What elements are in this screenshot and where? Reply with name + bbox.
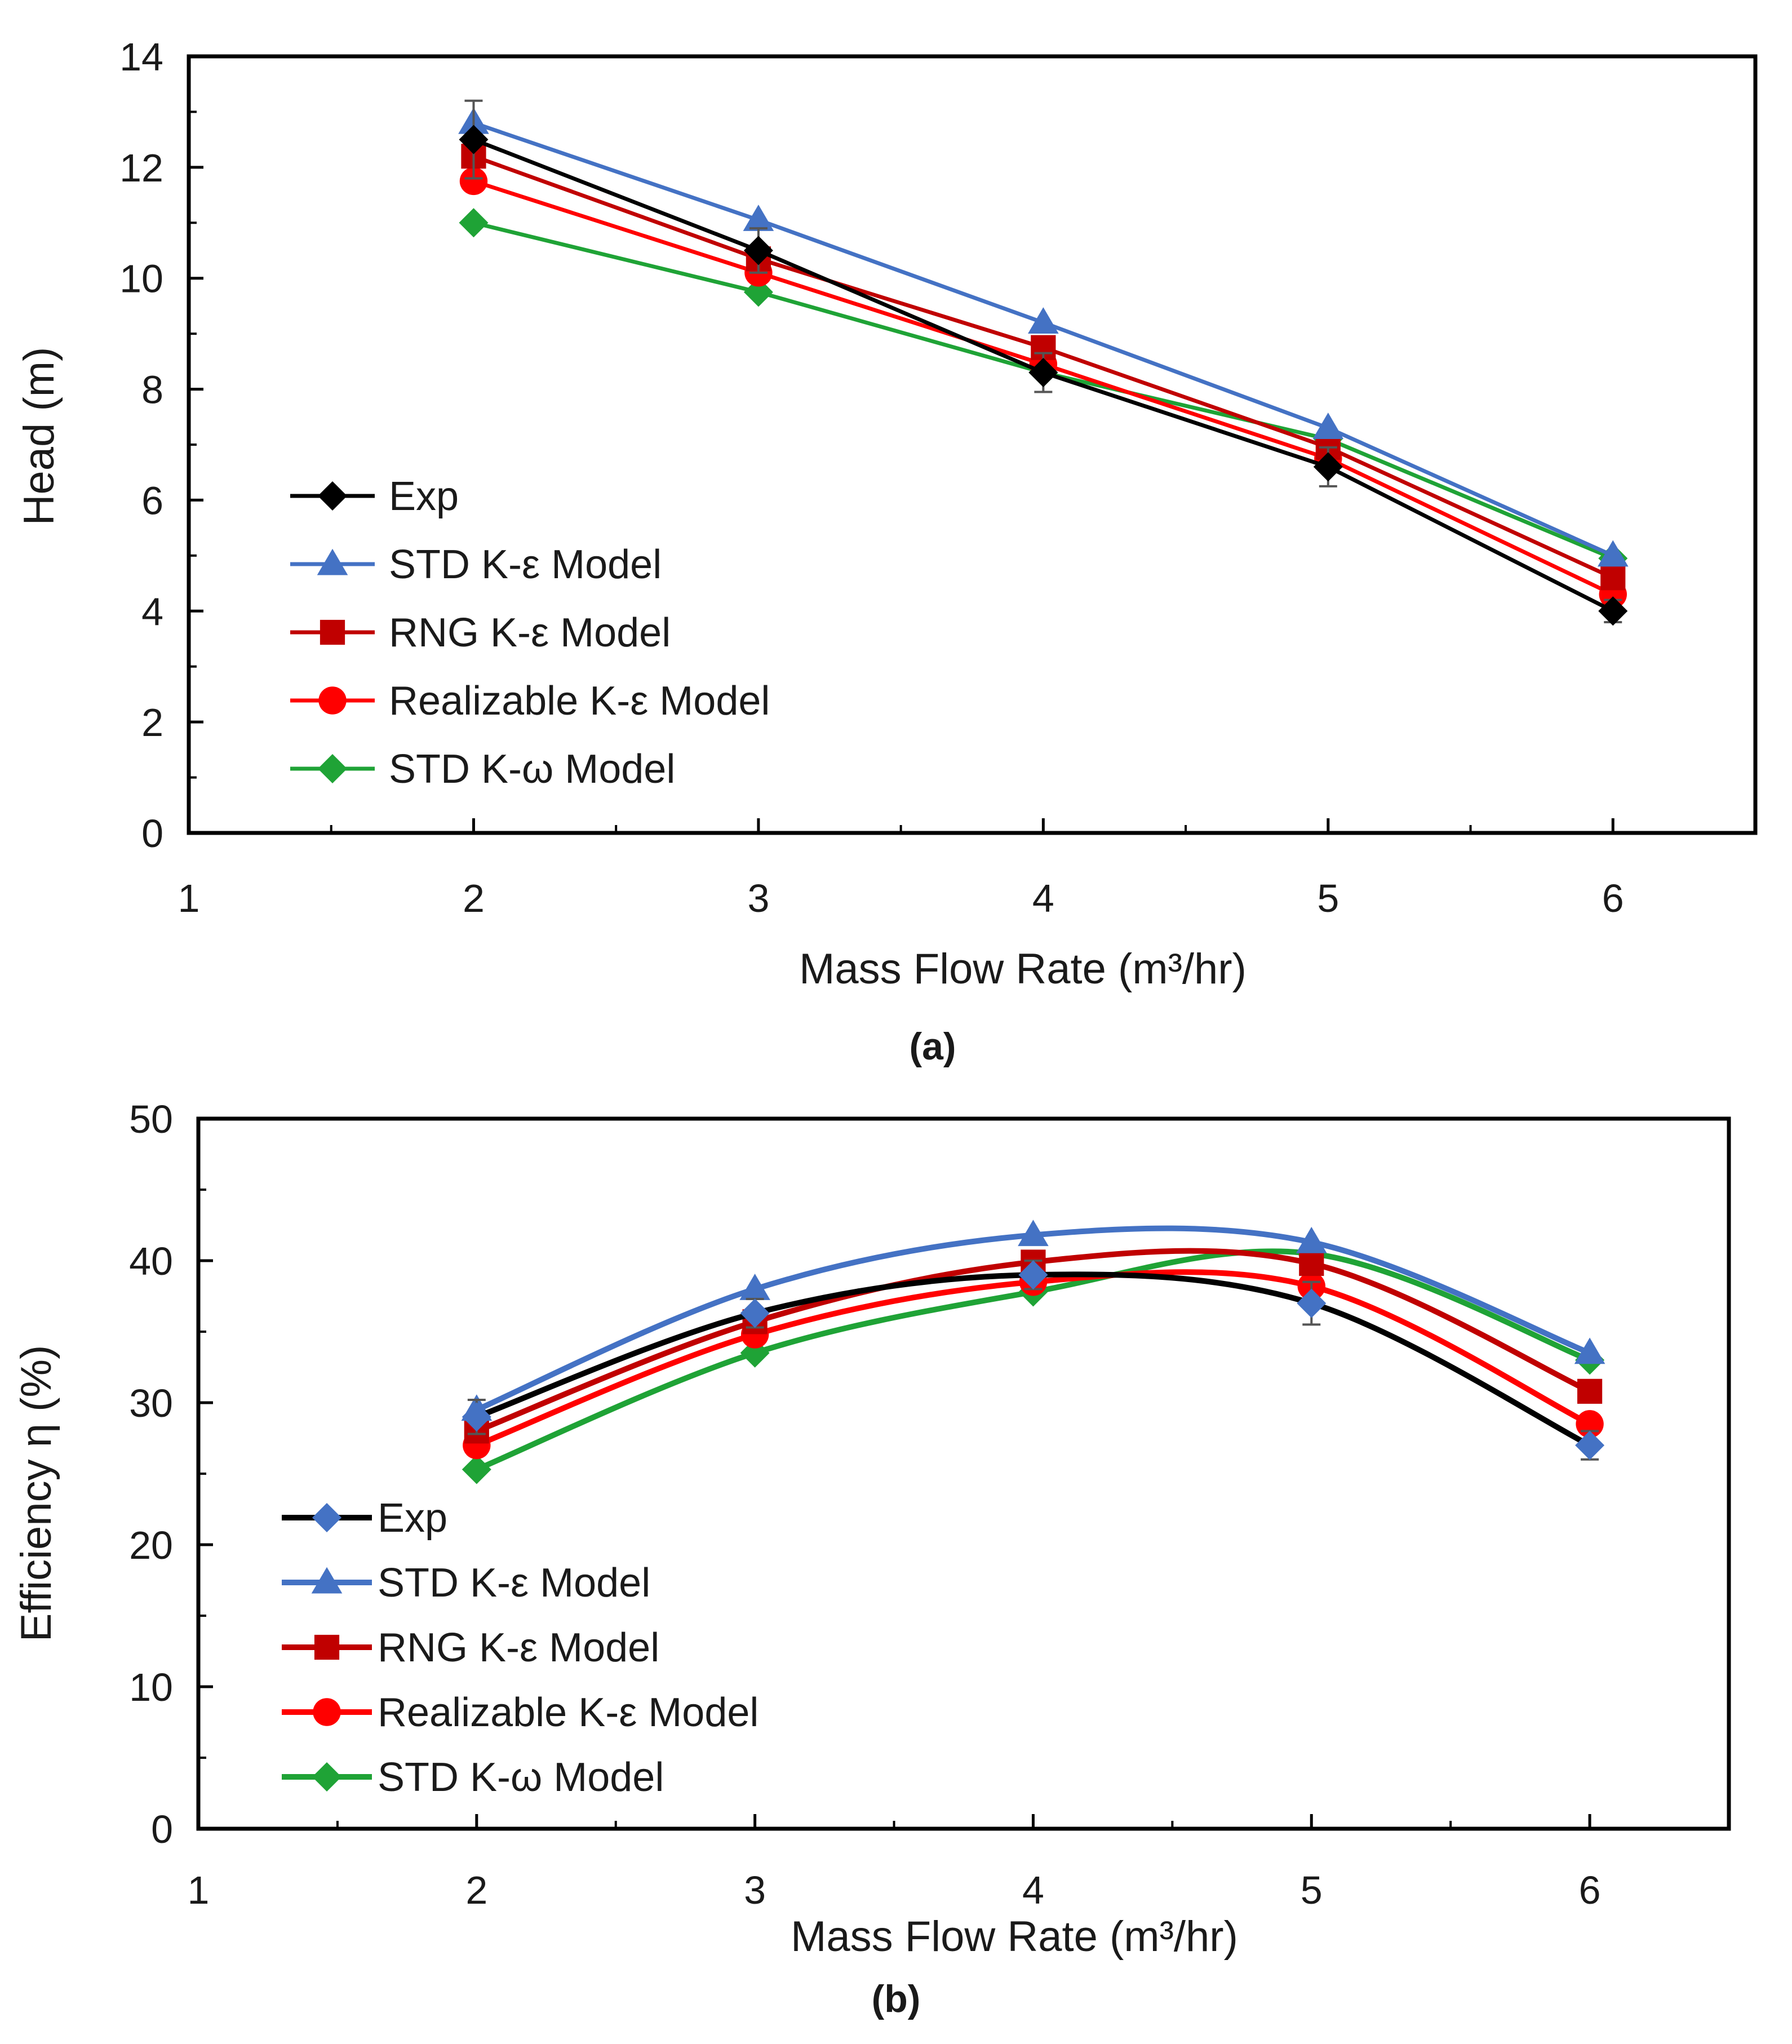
panel-a-legend-item-std-k-omega-model: STD K-ω Model (290, 747, 675, 792)
panel-b-y-axis-label: Efficiency η (%) (12, 1345, 60, 1642)
panel-a-x-tick-label: 6 (1602, 876, 1624, 920)
panel-a-x-tick-label: 1 (178, 876, 200, 920)
panel-b-legend: Exp STD K-ε Model RNG K-ε Model Realizable … (282, 1496, 759, 1800)
panel-b-x-axis-label: Mass Flow Rate (m³/hr) (791, 1913, 1238, 1961)
panel-b-point-std-k-epsilon-model (1574, 1337, 1605, 1364)
panel-a-y-tick-label: 14 (119, 35, 163, 79)
panel-b-point-exp (740, 1298, 770, 1328)
legend-label: STD K-ε Model (378, 1560, 650, 1606)
panel-b-x-tick-label: 5 (1301, 1868, 1323, 1912)
panel-b-y-tick-label: 10 (129, 1665, 173, 1709)
panel-a-label: (a) (909, 1025, 956, 1068)
panel-a-x-tick-label: 2 (463, 876, 485, 920)
panel-b-y-tick-label: 40 (129, 1239, 173, 1283)
panel-a-point-std-k-epsilon-model (1028, 307, 1059, 334)
panel-b-marks (461, 1220, 1605, 1484)
panel-b-point-rng-k-epsilon-model (1577, 1378, 1603, 1404)
panel-a-point-exp (743, 236, 773, 265)
legend-label: Realizable K-ε Model (378, 1690, 759, 1735)
legend-label: STD K-ε Model (389, 542, 662, 587)
panel-b-point-std-k-epsilon-model (1018, 1220, 1049, 1247)
legend-marker-swatch (314, 1634, 340, 1660)
panel-a-y-tick-label: 8 (141, 368, 163, 412)
legend-label: RNG K-ε Model (389, 610, 671, 655)
panel-a-point-exp (1028, 358, 1058, 388)
panel-a-y-tick-label: 6 (141, 478, 163, 522)
panel-a-x-tick-label: 4 (1032, 876, 1054, 920)
panel-b-point-rng-k-epsilon-model (1299, 1251, 1324, 1276)
panel-b-x-tick-label: 1 (188, 1868, 210, 1912)
legend-marker-swatch (312, 1503, 341, 1532)
panel-b-point-std-k-omega-model (462, 1455, 491, 1484)
panel-b-y-tick-label: 20 (129, 1523, 173, 1567)
legend-label: Realizable K-ε Model (389, 679, 770, 724)
panel-a-legend-item-exp: Exp (290, 474, 459, 519)
panel-a-y-tick-label: 2 (141, 700, 163, 744)
panel-b-y-tick-label: 50 (129, 1097, 173, 1141)
panel-b-point-std-k-epsilon-model (1296, 1226, 1327, 1253)
panel-a-legend: Exp STD K-ε Model RNG K-ε Model Realizable … (290, 474, 770, 792)
panel-a-point-std-k-omega-model (459, 208, 489, 238)
panel-b-label: (b) (872, 1978, 921, 2020)
panel-b-x-tick-label: 6 (1579, 1868, 1601, 1912)
panel-b-y-tick-label: 0 (151, 1807, 173, 1851)
panel-a-y-tick-label: 10 (119, 257, 163, 301)
panel-b-efficiency-chart: 1 2 3 4 5 6 0 10 20 30 40 50 Mass Flow Rate (m³/hr)… (12, 1097, 1731, 2020)
panel-a-point-std-k-epsilon-model (1597, 540, 1629, 567)
panel-b-ticks: 1 2 3 4 5 6 0 10 20 30 40 50 (129, 1097, 1600, 1912)
legend-marker-swatch (320, 619, 345, 645)
legend-label: STD K-ω Model (389, 747, 675, 792)
panel-a-legend-item-realizable-k-epsilon-model: Realizable K-ε Model (290, 679, 770, 724)
panel-b-point-exp (462, 1402, 491, 1432)
panel-b-legend-item-std-k-epsilon-model: STD K-ε Model (282, 1560, 650, 1606)
panel-a-x-axis-label: Mass Flow Rate (m³/hr) (799, 945, 1247, 993)
legend-marker-swatch (312, 1762, 341, 1792)
panel-b-point-exp (1575, 1430, 1605, 1460)
panel-b-x-tick-label: 2 (465, 1868, 487, 1912)
panel-a-legend-item-rng-k-epsilon-model: RNG K-ε Model (290, 610, 671, 655)
panel-b-point-exp (1297, 1288, 1327, 1318)
panel-a-point-exp (459, 125, 489, 154)
panel-b-x-tick-label: 4 (1022, 1868, 1044, 1912)
panel-b-legend-item-std-k-omega-model: STD K-ω Model (282, 1755, 664, 1800)
panel-a-y-axis-label: Head (m) (15, 347, 63, 526)
panel-a-legend-item-std-k-epsilon-model: STD K-ε Model (290, 542, 662, 587)
legend-marker-swatch (317, 548, 348, 575)
panel-a-point-std-k-epsilon-model (743, 205, 774, 231)
panel-a-y-tick-label: 4 (141, 589, 163, 633)
panel-b-legend-item-exp: Exp (282, 1496, 447, 1541)
legend-marker-swatch (311, 1567, 343, 1594)
panel-a-x-tick-label: 3 (747, 876, 769, 920)
panel-a-point-std-k-omega-model (743, 277, 773, 307)
legend-marker-swatch (318, 481, 347, 511)
panel-a-x-tick-label: 5 (1317, 876, 1339, 920)
panel-a-point-realizable-k-epsilon-model (459, 167, 488, 196)
legend-marker-swatch (313, 1698, 341, 1726)
panel-a-point-exp (1313, 452, 1343, 482)
panel-b-legend-item-realizable-k-epsilon-model: Realizable K-ε Model (282, 1690, 759, 1735)
panel-a-y-tick-label: 12 (119, 146, 163, 190)
panel-b-legend-item-rng-k-epsilon-model: RNG K-ε Model (282, 1625, 659, 1670)
legend-marker-swatch (318, 754, 347, 783)
panel-a-marks (458, 99, 1629, 626)
panel-a-point-rng-k-epsilon-model (1600, 565, 1626, 591)
panel-b-y-tick-label: 30 (129, 1381, 173, 1425)
panel-a-point-std-k-epsilon-model (1312, 413, 1344, 439)
panel-a-point-exp (1598, 596, 1628, 626)
legend-marker-swatch (318, 686, 347, 715)
panel-b-x-tick-label: 3 (744, 1868, 766, 1912)
panel-a-y-tick-label: 0 (141, 812, 163, 855)
legend-label: Exp (378, 1496, 447, 1541)
panel-b-point-std-k-epsilon-model (739, 1274, 770, 1300)
panel-b-point-exp (1018, 1260, 1048, 1290)
legend-label: RNG K-ε Model (378, 1625, 659, 1670)
legend-label: STD K-ω Model (378, 1755, 664, 1800)
legend-label: Exp (389, 474, 459, 519)
